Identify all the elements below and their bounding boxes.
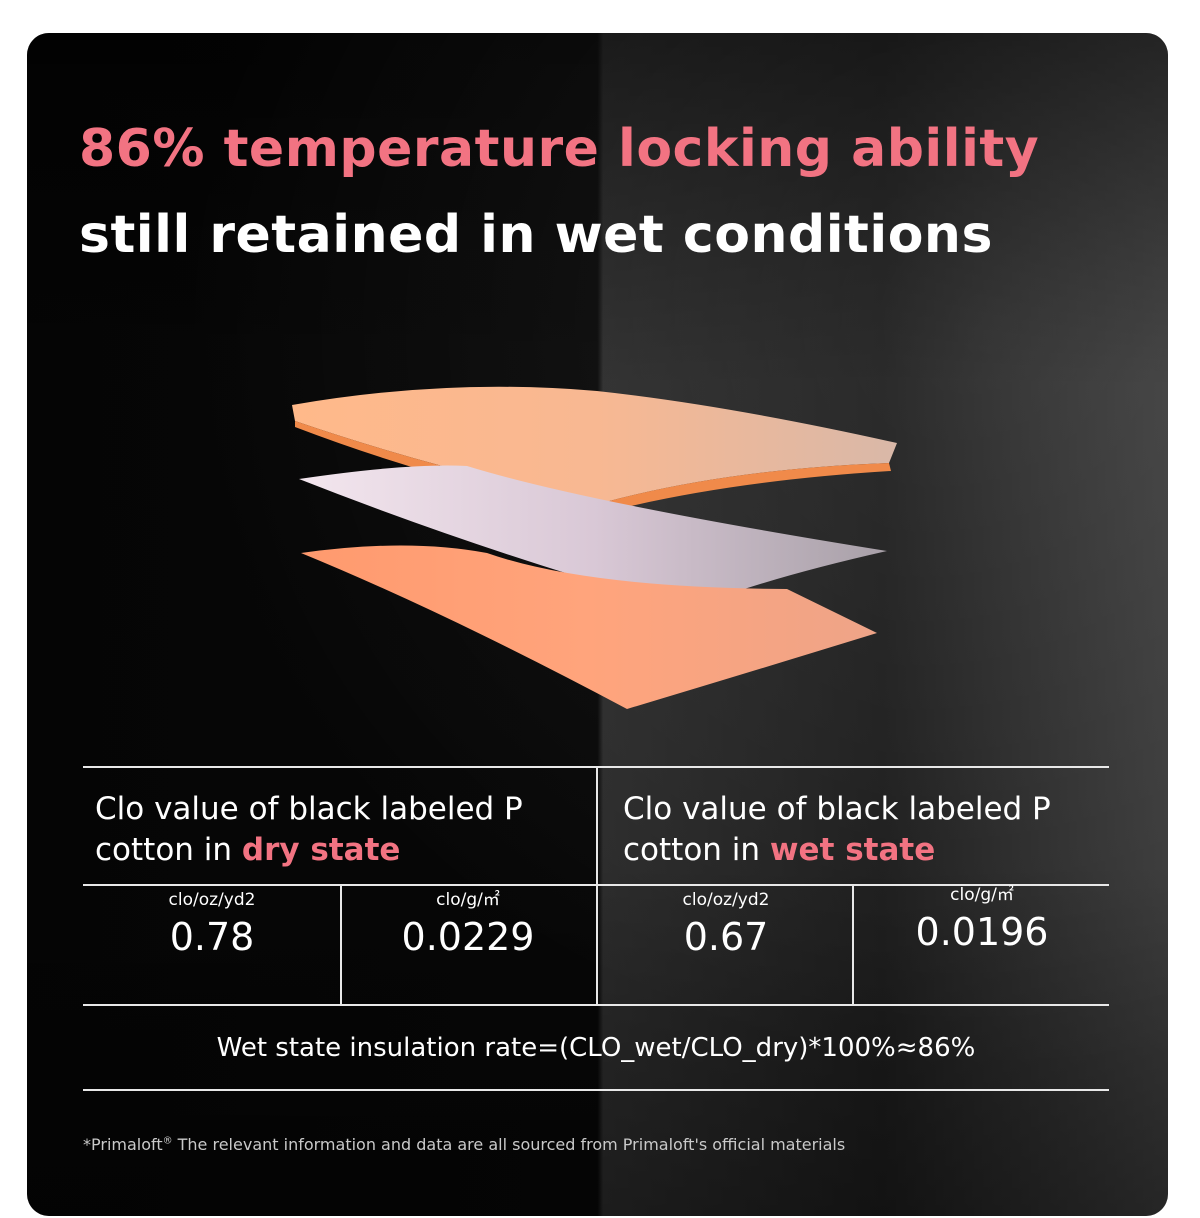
bottom-layer — [301, 545, 877, 709]
column-label: Clo value of black labeled P cotton in — [95, 791, 523, 868]
column-header: Clo value of black labeled P cotton in d… — [95, 789, 575, 871]
unit: clo/g/㎡ — [950, 885, 1014, 905]
brand: *Primaloft — [83, 1135, 163, 1154]
table-rule — [83, 1089, 1109, 1091]
fabric-layers — [292, 386, 897, 709]
title-highlight: 86% temperature locking ability — [79, 119, 1040, 179]
table-divider — [340, 884, 342, 1006]
value: 0.0196 — [915, 910, 1049, 954]
unit: clo/oz/yd2 — [682, 890, 770, 910]
value: 0.0229 — [401, 915, 535, 959]
title: still retained in wet conditions — [79, 205, 993, 265]
cell: clo/g/㎡ 0.0229 — [340, 888, 596, 962]
cell: clo/oz/yd2 0.67 — [598, 888, 854, 962]
value: 0.67 — [683, 915, 769, 959]
middle-layer — [299, 465, 887, 609]
registered-mark: ® — [162, 1135, 173, 1147]
unit: clo/oz/yd2 — [168, 890, 256, 910]
footnote: *Primaloft® The relevant information and … — [83, 1135, 845, 1154]
cell: clo/g/㎡ 0.0196 — [854, 883, 1110, 957]
top-layer — [292, 386, 897, 503]
column-header: Clo value of black labeled P cotton in w… — [623, 789, 1103, 871]
column-highlight: dry state — [241, 832, 401, 868]
unit: clo/g/㎡ — [436, 890, 500, 910]
column-label: Clo value of black labeled P cotton in — [623, 791, 1051, 868]
column-highlight: wet state — [769, 832, 936, 868]
footnote-text: The relevant information and data are al… — [177, 1135, 846, 1154]
table-divider — [596, 766, 598, 1006]
value: 0.78 — [169, 915, 255, 959]
card: 86% temperature locking ability still re… — [27, 33, 1168, 1216]
table-divider — [852, 884, 854, 1006]
formula: Wet state insulation rate=(CLO_wet/CLO_d… — [216, 1033, 976, 1063]
cell: clo/oz/yd2 0.78 — [84, 888, 340, 962]
